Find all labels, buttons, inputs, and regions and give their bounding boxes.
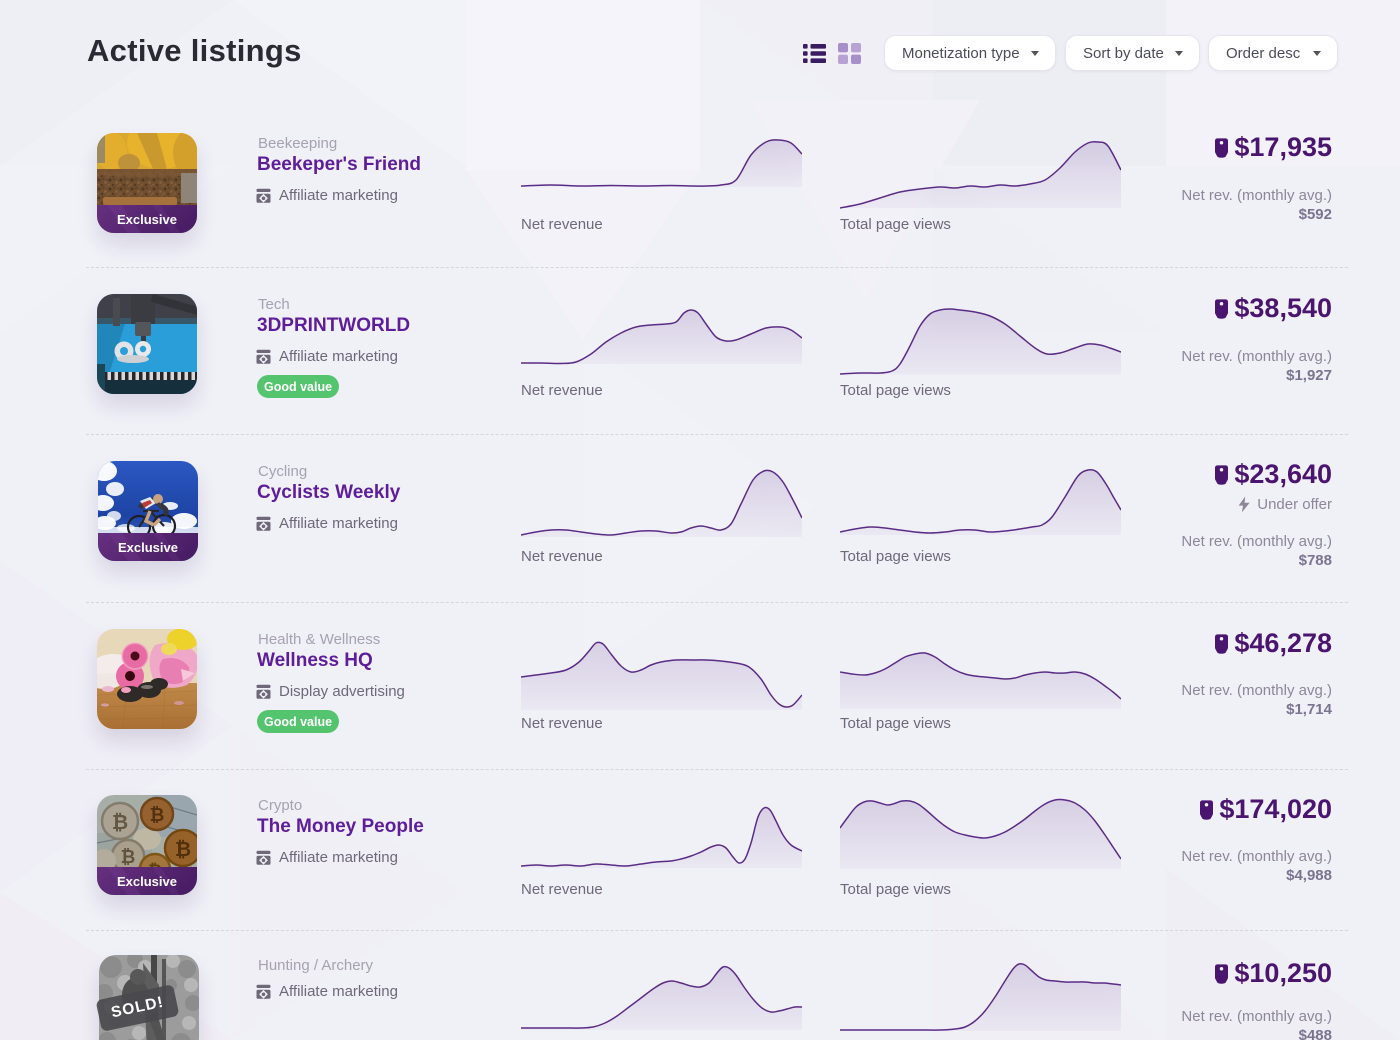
svg-text:Exclusive: Exclusive <box>117 212 177 227</box>
svg-text:Exclusive: Exclusive <box>117 874 177 889</box>
svg-text:₿: ₿ <box>175 839 191 861</box>
svg-text:₿: ₿ <box>150 805 165 825</box>
svg-text:₿: ₿ <box>112 812 128 834</box>
svg-text:Exclusive: Exclusive <box>118 540 178 555</box>
svg-text:₿: ₿ <box>121 847 136 867</box>
